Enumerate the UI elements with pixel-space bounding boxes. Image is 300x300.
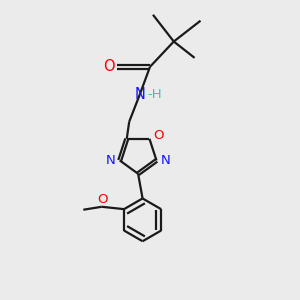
Text: O: O (97, 193, 108, 206)
Text: -H: -H (148, 88, 162, 101)
Text: N: N (106, 154, 116, 167)
Text: N: N (134, 87, 145, 102)
Text: O: O (153, 129, 164, 142)
Text: N: N (160, 154, 170, 167)
Text: O: O (103, 59, 115, 74)
